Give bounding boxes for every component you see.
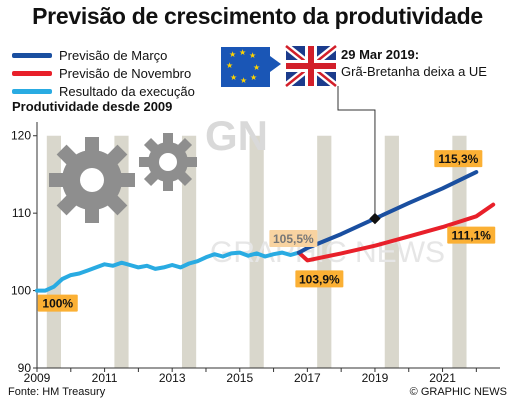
data-label: 105,5% xyxy=(269,230,318,247)
annotation-date: 29 Mar 2019: xyxy=(341,47,420,62)
svg-text:★: ★ xyxy=(253,63,260,72)
background-bar xyxy=(384,135,399,368)
data-label: 111,1% xyxy=(447,226,496,244)
data-label-text: 115,3% xyxy=(438,152,478,166)
svg-text:★: ★ xyxy=(226,61,233,70)
watermark-logo: GN xyxy=(205,112,268,159)
background-bar xyxy=(317,135,332,368)
data-label-text: 100% xyxy=(42,297,73,311)
y-tick-label: 90 xyxy=(18,361,32,375)
credit-note: © GRAPHIC NEWS xyxy=(409,386,507,398)
x-tick-label: 2011 xyxy=(92,371,118,385)
axes: 90 100 110 120 2009 2011 2013 2015 2017 2019 2021 xyxy=(11,122,500,385)
legend-swatch-november xyxy=(12,70,52,76)
svg-text:★: ★ xyxy=(240,76,247,85)
background-bars xyxy=(46,135,467,368)
legend-label-outturn: Resultado da execução xyxy=(59,83,195,99)
background-bar xyxy=(452,135,467,368)
brexit-annotation: 29 Mar 2019: Grã-Bretanha deixa a UE xyxy=(341,46,487,80)
data-label-text: 103,9% xyxy=(299,272,340,286)
y-tick-label: 100 xyxy=(11,284,31,298)
svg-text:★: ★ xyxy=(230,73,237,82)
x-tick-label: 2013 xyxy=(159,371,186,385)
x-tick-label: 2015 xyxy=(226,371,253,385)
svg-text:★: ★ xyxy=(229,50,236,59)
data-label-box xyxy=(269,230,318,247)
data-label: 103,9% xyxy=(295,270,344,288)
y-tick-label: 110 xyxy=(12,206,31,220)
event-marker xyxy=(337,86,381,225)
chart-title: Previsão de crescimento da produtividade xyxy=(32,3,483,29)
data-label-text: 111,1% xyxy=(452,229,492,243)
svg-text:★: ★ xyxy=(239,48,246,57)
x-tick-label: 2017 xyxy=(294,371,321,385)
data-label-box xyxy=(295,270,344,288)
x-tick-label: 2019 xyxy=(362,371,389,385)
event-leader-line xyxy=(337,86,376,219)
data-label-box xyxy=(447,226,496,244)
legend-item-march: Previsão de Março xyxy=(12,46,167,64)
legend-label-november: Previsão de Novembro xyxy=(59,65,192,81)
data-label-box xyxy=(37,294,78,312)
background-bar xyxy=(181,135,197,368)
legend-swatch-march xyxy=(12,52,52,58)
data-label: 100% xyxy=(37,294,78,312)
uk-flag-icon xyxy=(283,43,339,89)
series-line xyxy=(35,250,301,293)
source-note: Fonte: HM Treasury xyxy=(8,386,106,398)
x-tick-label: 2009 xyxy=(24,371,51,385)
x-tick-label: 2021 xyxy=(429,371,456,385)
legend-item-november: Previsão de Novembro xyxy=(12,64,191,82)
legend-swatch-outturn xyxy=(12,88,52,94)
data-label-text: 105,5% xyxy=(273,232,314,246)
y-tick-label: 120 xyxy=(11,129,31,143)
legend-item-outturn: Resultado da execução xyxy=(12,82,195,100)
annotation-text: Grã-Bretanha deixa a UE xyxy=(341,64,487,79)
data-label: 115,3% xyxy=(434,150,483,168)
svg-text:★: ★ xyxy=(249,51,256,60)
data-labels: 100% 105,5% 103,9% 115,3% 111,1% xyxy=(37,150,496,312)
gear-icon-small xyxy=(139,133,197,191)
data-label-box xyxy=(434,150,483,168)
legend-label-march: Previsão de Março xyxy=(59,47,168,63)
y-axis-label: Produtividade desde 2009 xyxy=(12,99,173,114)
event-point xyxy=(369,212,381,225)
series-line xyxy=(296,202,496,263)
eu-flag-icon: ★ ★ ★ ★ ★ ★ ★ ★ xyxy=(221,47,281,87)
svg-text:★: ★ xyxy=(250,73,257,82)
gear-icon-large xyxy=(49,137,135,223)
background-bar xyxy=(46,135,61,368)
